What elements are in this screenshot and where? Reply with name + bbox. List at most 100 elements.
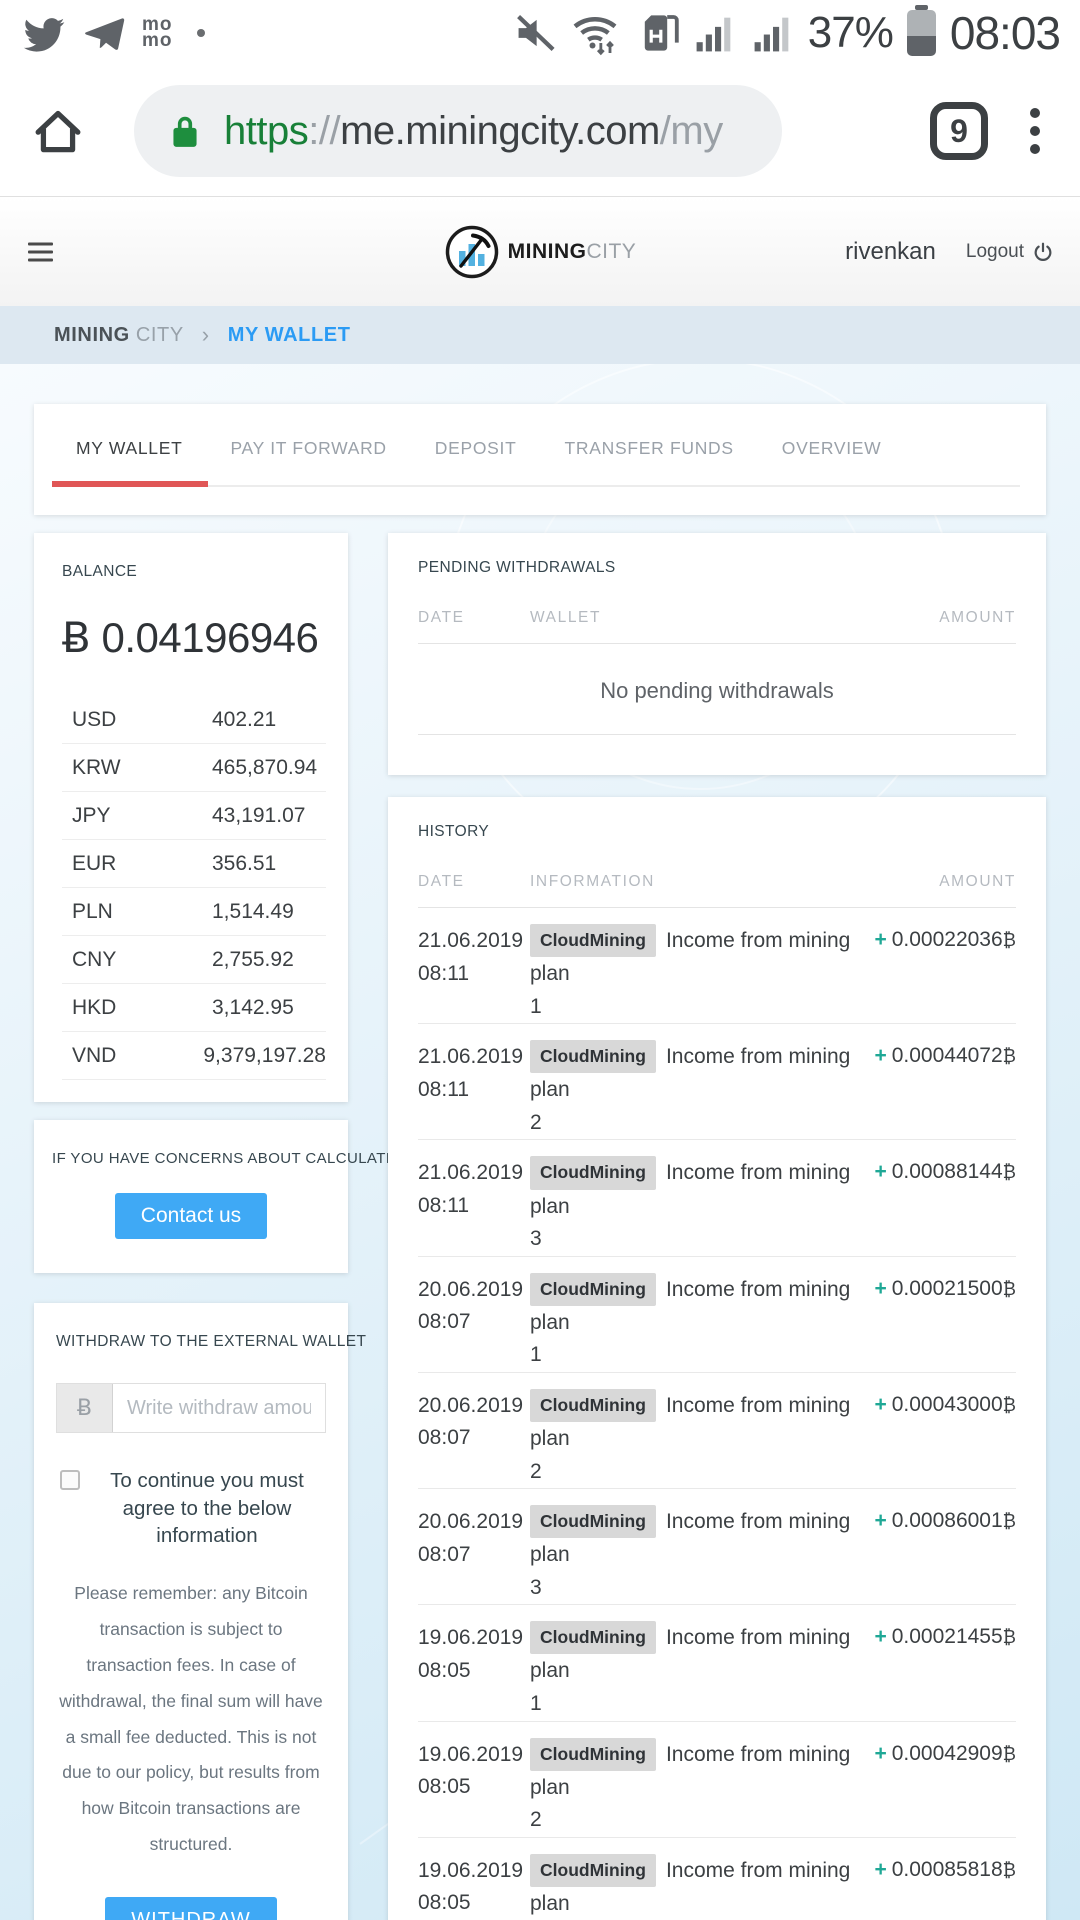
currency-value: 356.51 <box>212 851 277 875</box>
telegram-icon <box>82 11 126 55</box>
breadcrumb-current[interactable]: MY WALLET <box>227 323 351 346</box>
currency-value: 1,514.49 <box>212 899 294 923</box>
currency-code: JPY <box>72 803 111 827</box>
mute-icon <box>512 10 558 56</box>
power-icon <box>1032 241 1054 263</box>
cloudmining-badge: CloudMining <box>530 1156 656 1190</box>
breadcrumb-root[interactable]: MINING CITY <box>54 323 184 346</box>
brand-text: MININGCITY <box>507 239 637 263</box>
history-amount: +0.00085818₿ <box>874 1857 1016 1881</box>
tabs-row: MY WALLET PAY IT FORWARD DEPOSIT TRANSFER F… <box>51 438 1020 487</box>
currency-row: PLN 1,514.49 <box>62 888 326 936</box>
cloudmining-badge: CloudMining <box>530 1505 656 1539</box>
status-bar: mo mo <box>0 0 1080 66</box>
wifi-icon <box>570 8 620 58</box>
plus-sign: + <box>874 1625 887 1649</box>
column-wallet: WALLET <box>530 609 602 626</box>
btc-symbol: ₿ <box>1002 1511 1016 1533</box>
history-card: HISTORY DATE INFORMATION AMOUNT 21.06.20… <box>388 797 1046 1920</box>
tab-label: DEPOSIT <box>434 438 517 458</box>
history-info: CloudMining Income from mining plan 1 <box>530 1621 874 1720</box>
cloudmining-badge: CloudMining <box>530 1388 656 1422</box>
plus-sign: + <box>874 1276 887 1300</box>
tab-counter-button[interactable]: 9 <box>930 102 988 160</box>
plus-sign: + <box>874 1160 887 1184</box>
tab[interactable]: PAY IT FORWARD <box>230 438 386 459</box>
tab-label: TRANSFER FUNDS <box>564 438 734 458</box>
lock-icon <box>166 112 204 150</box>
history-amount: +0.00043000₿ <box>874 1392 1016 1416</box>
cloudmining-badge: CloudMining <box>530 924 656 958</box>
home-icon[interactable] <box>30 103 86 159</box>
currency-value: 465,870.94 <box>212 755 318 779</box>
username[interactable]: rivenkan <box>845 237 936 265</box>
plus-sign: + <box>874 1044 887 1068</box>
hamburger-menu-icon[interactable] <box>22 236 59 267</box>
notification-dot-icon <box>196 29 205 37</box>
address-bar[interactable]: https://me.miningcity.com/my <box>134 85 782 177</box>
cloudmining-badge: CloudMining <box>530 1621 656 1655</box>
tab[interactable]: DEPOSIT <box>435 438 517 459</box>
plan-number: 1 <box>530 994 542 1018</box>
tab-label: OVERVIEW <box>781 438 882 458</box>
history-amount: +0.00086001₿ <box>874 1509 1016 1533</box>
history-info: CloudMining Income from mining plan 2 <box>530 1388 874 1488</box>
btc-symbol: ₿ <box>1002 1627 1016 1649</box>
history-title: HISTORY <box>418 823 490 840</box>
currency-value: 3,142.95 <box>212 995 294 1019</box>
currency-code: KRW <box>72 755 121 779</box>
withdraw-button[interactable]: WITHDRAW <box>105 1897 277 1920</box>
balance-card: BALANCE Ƀ 0.04196946 USD 402.21 KRW 465,… <box>34 533 348 1102</box>
contact-us-button[interactable]: Contact us <box>114 1193 268 1239</box>
tab[interactable]: TRANSFER FUNDS <box>565 438 734 459</box>
currency-code: VND <box>72 1043 117 1067</box>
withdraw-note: Please remember: any Bitcoin transaction… <box>59 1583 323 1855</box>
momo-icon: mo mo <box>142 14 173 51</box>
currency-code: PLN <box>72 899 113 923</box>
currency-value: 43,191.07 <box>212 803 306 827</box>
history-date: 21.06.2019 08:11 <box>418 1161 524 1217</box>
plus-sign: + <box>874 1857 887 1881</box>
withdraw-amount-input[interactable] <box>113 1384 325 1432</box>
cloudmining-badge: CloudMining <box>530 1040 656 1074</box>
btc-symbol: ₿ <box>1002 1046 1016 1068</box>
history-row: 19.06.2019 08:05 CloudMining Income from … <box>418 1838 1016 1920</box>
pending-empty-state: No pending withdrawals <box>418 644 1016 735</box>
sim-card-icon <box>632 9 680 57</box>
mining-city-logo[interactable]: MININGCITY <box>444 224 637 280</box>
cloudmining-badge: CloudMining <box>530 1272 656 1306</box>
signal-bars-icon-2 <box>750 10 796 56</box>
page-content: MY WALLET PAY IT FORWARD DEPOSIT TRANSFER F… <box>0 364 1080 1920</box>
history-row: 21.06.2019 08:11 CloudMining Income from … <box>418 1024 1016 1141</box>
tab[interactable]: OVERVIEW <box>782 438 882 459</box>
history-row: 19.06.2019 08:05 CloudMining Income from … <box>418 1605 1016 1722</box>
currency-row: JPY 43,191.07 <box>62 792 326 840</box>
history-row: 21.06.2019 08:11 CloudMining Income from … <box>418 1140 1016 1257</box>
history-date: 19.06.2019 08:05 <box>418 1742 524 1799</box>
history-date: 19.06.2019 08:05 <box>418 1626 524 1682</box>
history-row: 21.06.2019 08:11 CloudMining Income from … <box>418 908 1016 1025</box>
column-amount: AMOUNT <box>939 873 1016 890</box>
agree-checkbox[interactable] <box>60 1470 80 1490</box>
agree-text: To continue you must agree to the below … <box>110 1469 304 1548</box>
currency-code: USD <box>72 707 117 731</box>
tab[interactable]: MY WALLET <box>51 438 210 487</box>
plus-sign: + <box>874 1741 887 1765</box>
battery-percent: 37% <box>807 8 894 57</box>
history-row: 20.06.2019 08:07 CloudMining Income from … <box>418 1489 1016 1606</box>
balance-amount: Ƀ 0.04196946 <box>62 613 319 662</box>
plan-number: 3 <box>530 1227 542 1251</box>
currency-row: CNY 2,755.92 <box>62 936 326 984</box>
clock: 08:03 <box>949 7 1061 59</box>
history-amount: +0.00042909₿ <box>874 1741 1016 1765</box>
history-row: 19.06.2019 08:05 CloudMining Income from … <box>418 1722 1016 1838</box>
balance-label: BALANCE <box>62 563 138 580</box>
history-info: CloudMining Income from mining plan 2 <box>530 1737 874 1837</box>
logout-button[interactable]: Logout <box>966 241 1054 263</box>
currency-code: EUR <box>72 851 117 875</box>
btc-prefix: Ƀ <box>57 1384 113 1432</box>
history-date: 20.06.2019 08:07 <box>418 1510 524 1566</box>
browser-menu-icon[interactable] <box>1030 108 1040 154</box>
